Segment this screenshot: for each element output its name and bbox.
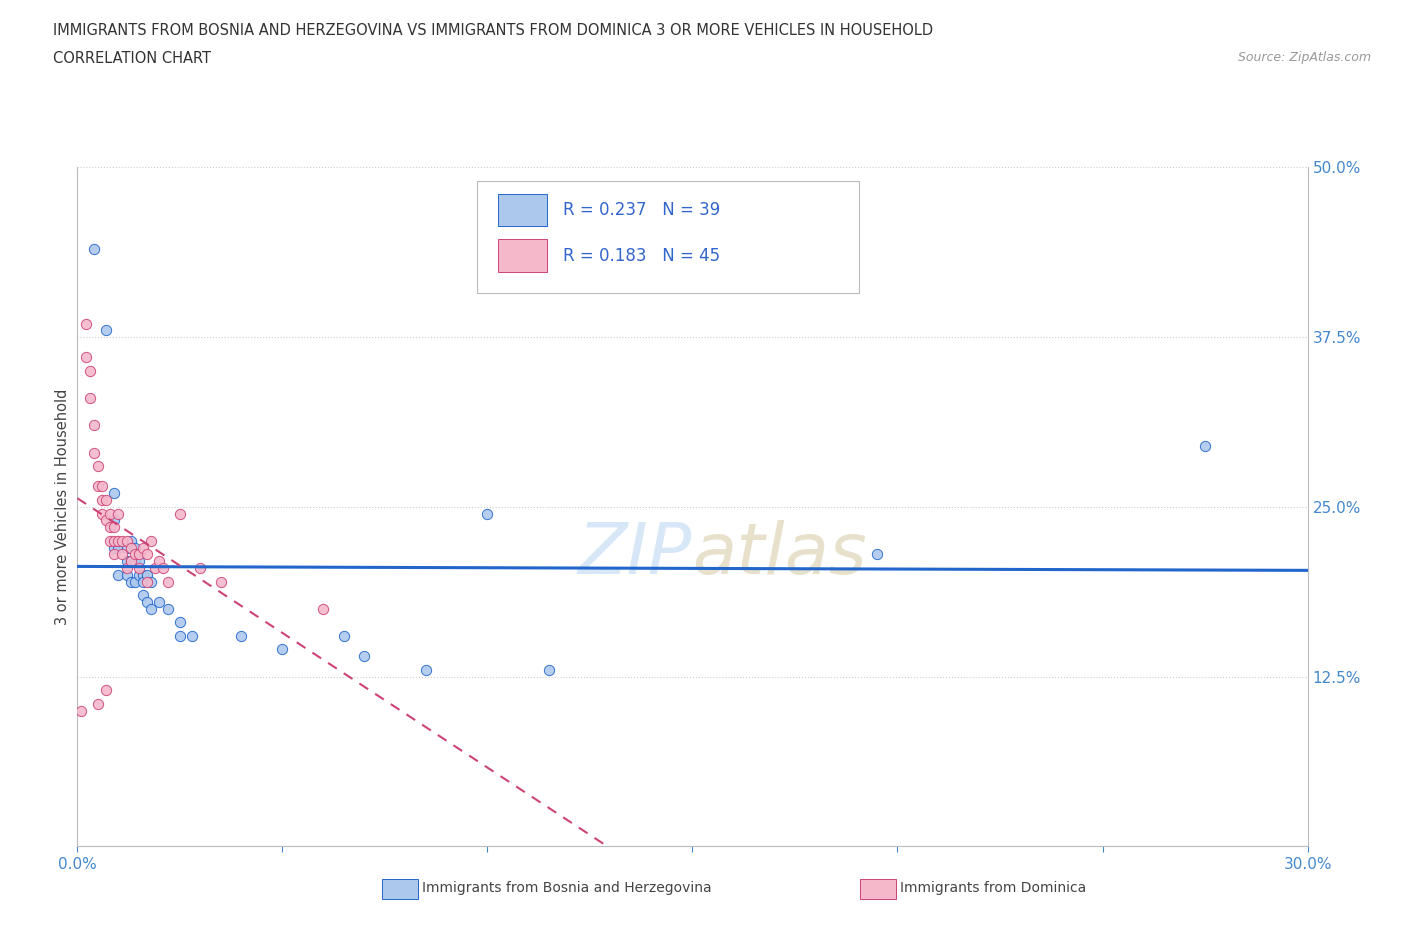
Point xyxy=(124,547,146,562)
Point xyxy=(124,574,146,589)
Point xyxy=(107,567,129,582)
Point xyxy=(148,594,170,609)
Point xyxy=(148,553,170,568)
Text: ZIP: ZIP xyxy=(578,520,693,589)
Point xyxy=(120,540,142,555)
Point xyxy=(132,574,155,589)
Point xyxy=(120,534,142,549)
Point xyxy=(83,242,105,257)
Point xyxy=(103,547,125,562)
Point xyxy=(94,683,117,698)
Point xyxy=(1194,438,1216,453)
Point xyxy=(866,547,889,562)
Point xyxy=(353,649,375,664)
Text: Immigrants from Bosnia and Herzegovina: Immigrants from Bosnia and Herzegovina xyxy=(422,881,711,896)
Point xyxy=(103,485,125,500)
Point xyxy=(124,553,146,568)
Point xyxy=(537,662,560,677)
Point xyxy=(128,547,150,562)
Point xyxy=(156,602,179,617)
Point xyxy=(169,629,191,644)
Point xyxy=(136,594,159,609)
Point xyxy=(169,615,191,630)
Point xyxy=(132,588,155,603)
Point xyxy=(152,561,174,576)
Point xyxy=(333,629,356,644)
Point xyxy=(107,534,129,549)
Text: R = 0.183   N = 45: R = 0.183 N = 45 xyxy=(564,246,720,265)
Point xyxy=(143,561,166,576)
Point xyxy=(415,662,437,677)
Point xyxy=(87,458,110,473)
Point xyxy=(90,506,114,521)
Point xyxy=(115,540,138,555)
Point xyxy=(111,547,134,562)
Point xyxy=(271,642,294,657)
Point xyxy=(79,364,101,379)
Point xyxy=(87,479,110,494)
Point xyxy=(312,602,335,617)
Point xyxy=(128,567,150,582)
Point xyxy=(83,418,105,432)
Text: CORRELATION CHART: CORRELATION CHART xyxy=(53,51,211,66)
Point xyxy=(128,561,150,576)
Point xyxy=(98,534,121,549)
Point xyxy=(107,506,129,521)
Point xyxy=(94,323,117,338)
Text: Source: ZipAtlas.com: Source: ZipAtlas.com xyxy=(1237,51,1371,64)
Point xyxy=(107,540,129,555)
Point xyxy=(120,574,142,589)
Point xyxy=(136,547,159,562)
Point xyxy=(141,574,163,589)
Point xyxy=(103,520,125,535)
Point xyxy=(94,493,117,508)
Point xyxy=(103,513,125,528)
Point xyxy=(209,574,232,589)
Point xyxy=(98,520,121,535)
Point xyxy=(79,391,101,405)
Point xyxy=(128,553,150,568)
Point xyxy=(98,506,121,521)
Point xyxy=(136,574,159,589)
Point xyxy=(75,350,97,365)
Point xyxy=(120,553,142,568)
Point xyxy=(90,493,114,508)
Point xyxy=(103,534,125,549)
Point xyxy=(132,567,155,582)
Point xyxy=(90,479,114,494)
Point xyxy=(75,316,97,331)
Bar xyxy=(498,193,547,227)
Bar xyxy=(498,239,547,272)
Point xyxy=(115,534,138,549)
Point xyxy=(141,534,163,549)
Point xyxy=(115,567,138,582)
Point xyxy=(141,602,163,617)
Point xyxy=(477,506,499,521)
Text: IMMIGRANTS FROM BOSNIA AND HERZEGOVINA VS IMMIGRANTS FROM DOMINICA 3 OR MORE VEH: IMMIGRANTS FROM BOSNIA AND HERZEGOVINA V… xyxy=(53,23,934,38)
Point xyxy=(181,629,204,644)
Point xyxy=(103,540,125,555)
Point xyxy=(156,574,179,589)
Point xyxy=(94,513,117,528)
Point xyxy=(83,445,105,460)
Text: atlas: atlas xyxy=(693,520,868,589)
Point xyxy=(87,697,110,711)
Point xyxy=(111,534,134,549)
Point xyxy=(169,506,191,521)
Point xyxy=(120,553,142,568)
Point xyxy=(231,629,253,644)
Point xyxy=(115,561,138,576)
Point xyxy=(188,561,212,576)
Point xyxy=(124,540,146,555)
Text: R = 0.237   N = 39: R = 0.237 N = 39 xyxy=(564,201,720,219)
Point xyxy=(115,553,138,568)
Point xyxy=(132,540,155,555)
Y-axis label: 3 or more Vehicles in Household: 3 or more Vehicles in Household xyxy=(55,389,70,625)
Point xyxy=(136,567,159,582)
Point xyxy=(70,703,93,718)
Text: Immigrants from Dominica: Immigrants from Dominica xyxy=(900,881,1085,896)
FancyBboxPatch shape xyxy=(477,181,859,293)
